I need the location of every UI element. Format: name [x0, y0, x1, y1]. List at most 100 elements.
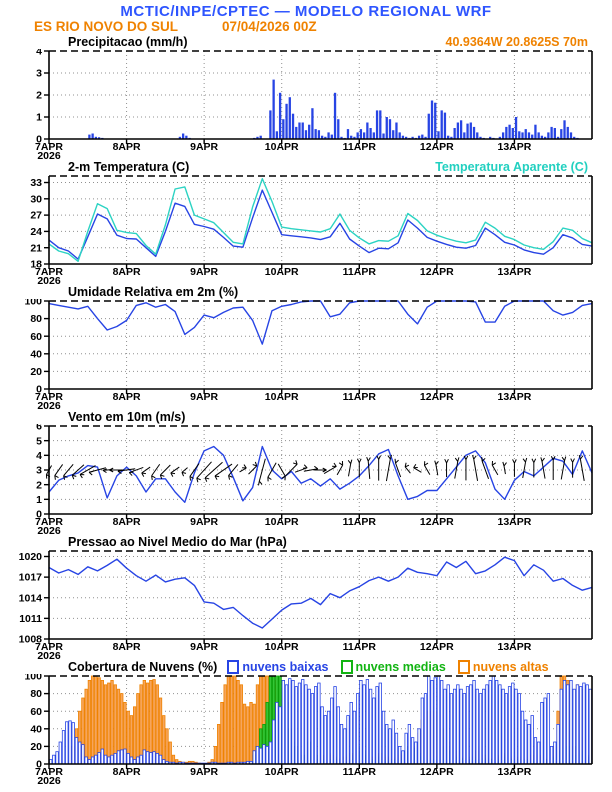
svg-text:8APR: 8APR — [113, 641, 141, 653]
svg-text:11APR: 11APR — [343, 641, 377, 653]
svg-text:18: 18 — [30, 259, 42, 271]
svg-text:1017: 1017 — [19, 572, 43, 584]
svg-text:1: 1 — [36, 494, 42, 506]
svg-text:3: 3 — [36, 68, 42, 80]
svg-text:20: 20 — [30, 741, 42, 753]
svg-text:2: 2 — [36, 90, 42, 102]
svg-text:11APR: 11APR — [343, 141, 377, 153]
svg-text:13APR: 13APR — [497, 641, 531, 653]
svg-text:10APR: 10APR — [265, 391, 299, 403]
svg-text:5: 5 — [36, 435, 42, 447]
svg-text:80: 80 — [30, 313, 42, 325]
svg-text:2: 2 — [36, 479, 42, 491]
svg-text:21: 21 — [30, 242, 42, 254]
panel-clouds: Cobertura de Nuvens (%) nuvens baixas nu… — [0, 659, 612, 784]
svg-text:7APR: 7APR — [35, 141, 63, 153]
high-clouds-swatch-icon — [457, 660, 470, 674]
svg-text:24: 24 — [30, 226, 42, 238]
svg-text:9APR: 9APR — [190, 766, 218, 778]
svg-text:8APR: 8APR — [113, 266, 141, 278]
model-title: MCTIC/INPE/CPTEC — MODELO REGIONAL WRF — [120, 3, 492, 20]
svg-text:12APR: 12APR — [420, 516, 454, 528]
svg-text:11APR: 11APR — [343, 266, 377, 278]
svg-text:4: 4 — [36, 450, 42, 462]
mid-clouds-swatch-icon — [340, 660, 353, 674]
panel-humidity: Umidade Relativa em 2m (%) 0 20 40 60 80 100 7… — [0, 284, 612, 409]
svg-text:13APR: 13APR — [497, 141, 531, 153]
svg-text:40: 40 — [30, 348, 42, 360]
svg-text:12APR: 12APR — [420, 766, 454, 778]
svg-text:9APR: 9APR — [190, 266, 218, 278]
pressure-title: Pressao ao Nivel Medio do Mar (hPa) — [68, 535, 287, 549]
station-name: ES RIO NOVO DO SUL — [34, 19, 179, 34]
svg-text:10APR: 10APR — [265, 141, 299, 153]
svg-text:0: 0 — [36, 384, 42, 396]
svg-text:9APR: 9APR — [190, 641, 218, 653]
svg-text:40: 40 — [30, 723, 42, 735]
svg-text:27: 27 — [30, 210, 42, 222]
svg-text:1011: 1011 — [19, 613, 42, 625]
svg-text:8APR: 8APR — [113, 766, 141, 778]
svg-text:0: 0 — [36, 134, 42, 146]
svg-text:11APR: 11APR — [343, 391, 377, 403]
panel-pressure: Pressao ao Nivel Medio do Mar (hPa) 1008… — [0, 534, 612, 659]
run-subtitle: ES RIO NOVO DO SUL 07/04/2026 00Z — [0, 19, 612, 34]
svg-text:80: 80 — [30, 688, 42, 700]
svg-text:7APR: 7APR — [35, 766, 63, 778]
svg-text:100: 100 — [24, 299, 42, 308]
svg-text:3: 3 — [36, 465, 42, 477]
svg-text:1: 1 — [36, 112, 42, 124]
legend-item-high-clouds: nuvens altas — [457, 660, 549, 674]
svg-text:12APR: 12APR — [420, 266, 454, 278]
temperature-title: 2-m Temperatura (C) — [68, 160, 190, 174]
svg-text:2026: 2026 — [37, 400, 61, 409]
svg-text:8APR: 8APR — [113, 391, 141, 403]
svg-text:60: 60 — [30, 331, 42, 343]
svg-text:30: 30 — [30, 193, 42, 205]
svg-text:2026: 2026 — [37, 650, 61, 659]
svg-text:10APR: 10APR — [265, 641, 299, 653]
svg-text:6: 6 — [36, 424, 42, 433]
panel-temperature: 2-m Temperatura (C) Temperatura Aparente… — [0, 159, 612, 284]
run-datetime: 07/04/2026 00Z — [222, 19, 317, 34]
svg-text:1014: 1014 — [19, 592, 43, 604]
svg-text:7APR: 7APR — [35, 641, 63, 653]
svg-text:2026: 2026 — [37, 275, 61, 284]
svg-text:8APR: 8APR — [113, 516, 141, 528]
low-clouds-swatch-icon — [227, 660, 240, 674]
svg-text:1008: 1008 — [19, 634, 43, 646]
svg-text:9APR: 9APR — [190, 516, 218, 528]
svg-text:8APR: 8APR — [113, 141, 141, 153]
svg-text:0: 0 — [36, 509, 42, 521]
svg-text:2026: 2026 — [37, 775, 61, 784]
clouds-title: Cobertura de Nuvens (%) — [68, 660, 218, 674]
svg-text:0: 0 — [36, 759, 42, 771]
svg-text:11APR: 11APR — [343, 516, 377, 528]
legend-item-low-clouds: nuvens baixas — [227, 660, 329, 674]
legend-label-high-clouds: nuvens altas — [472, 660, 549, 674]
svg-text:13APR: 13APR — [497, 766, 531, 778]
legend-label-low-clouds: nuvens baixas — [242, 660, 329, 674]
humidity-title: Umidade Relativa em 2m (%) — [68, 285, 239, 299]
svg-text:11APR: 11APR — [343, 766, 377, 778]
page-header: MCTIC/INPE/CPTEC — MODELO REGIONAL WRF E… — [0, 0, 612, 34]
svg-text:7APR: 7APR — [35, 266, 63, 278]
precipitation-title: Precipitacao (mm/h) — [68, 35, 188, 49]
svg-text:12APR: 12APR — [420, 391, 454, 403]
svg-text:100: 100 — [24, 674, 42, 683]
svg-text:1020: 1020 — [19, 551, 43, 563]
svg-text:60: 60 — [30, 706, 42, 718]
svg-text:13APR: 13APR — [497, 391, 531, 403]
svg-text:7APR: 7APR — [35, 516, 63, 528]
svg-text:2026: 2026 — [37, 150, 61, 159]
wind-title: Vento em 10m (m/s) — [68, 410, 186, 424]
svg-text:33: 33 — [30, 177, 42, 189]
svg-text:4: 4 — [36, 49, 42, 58]
